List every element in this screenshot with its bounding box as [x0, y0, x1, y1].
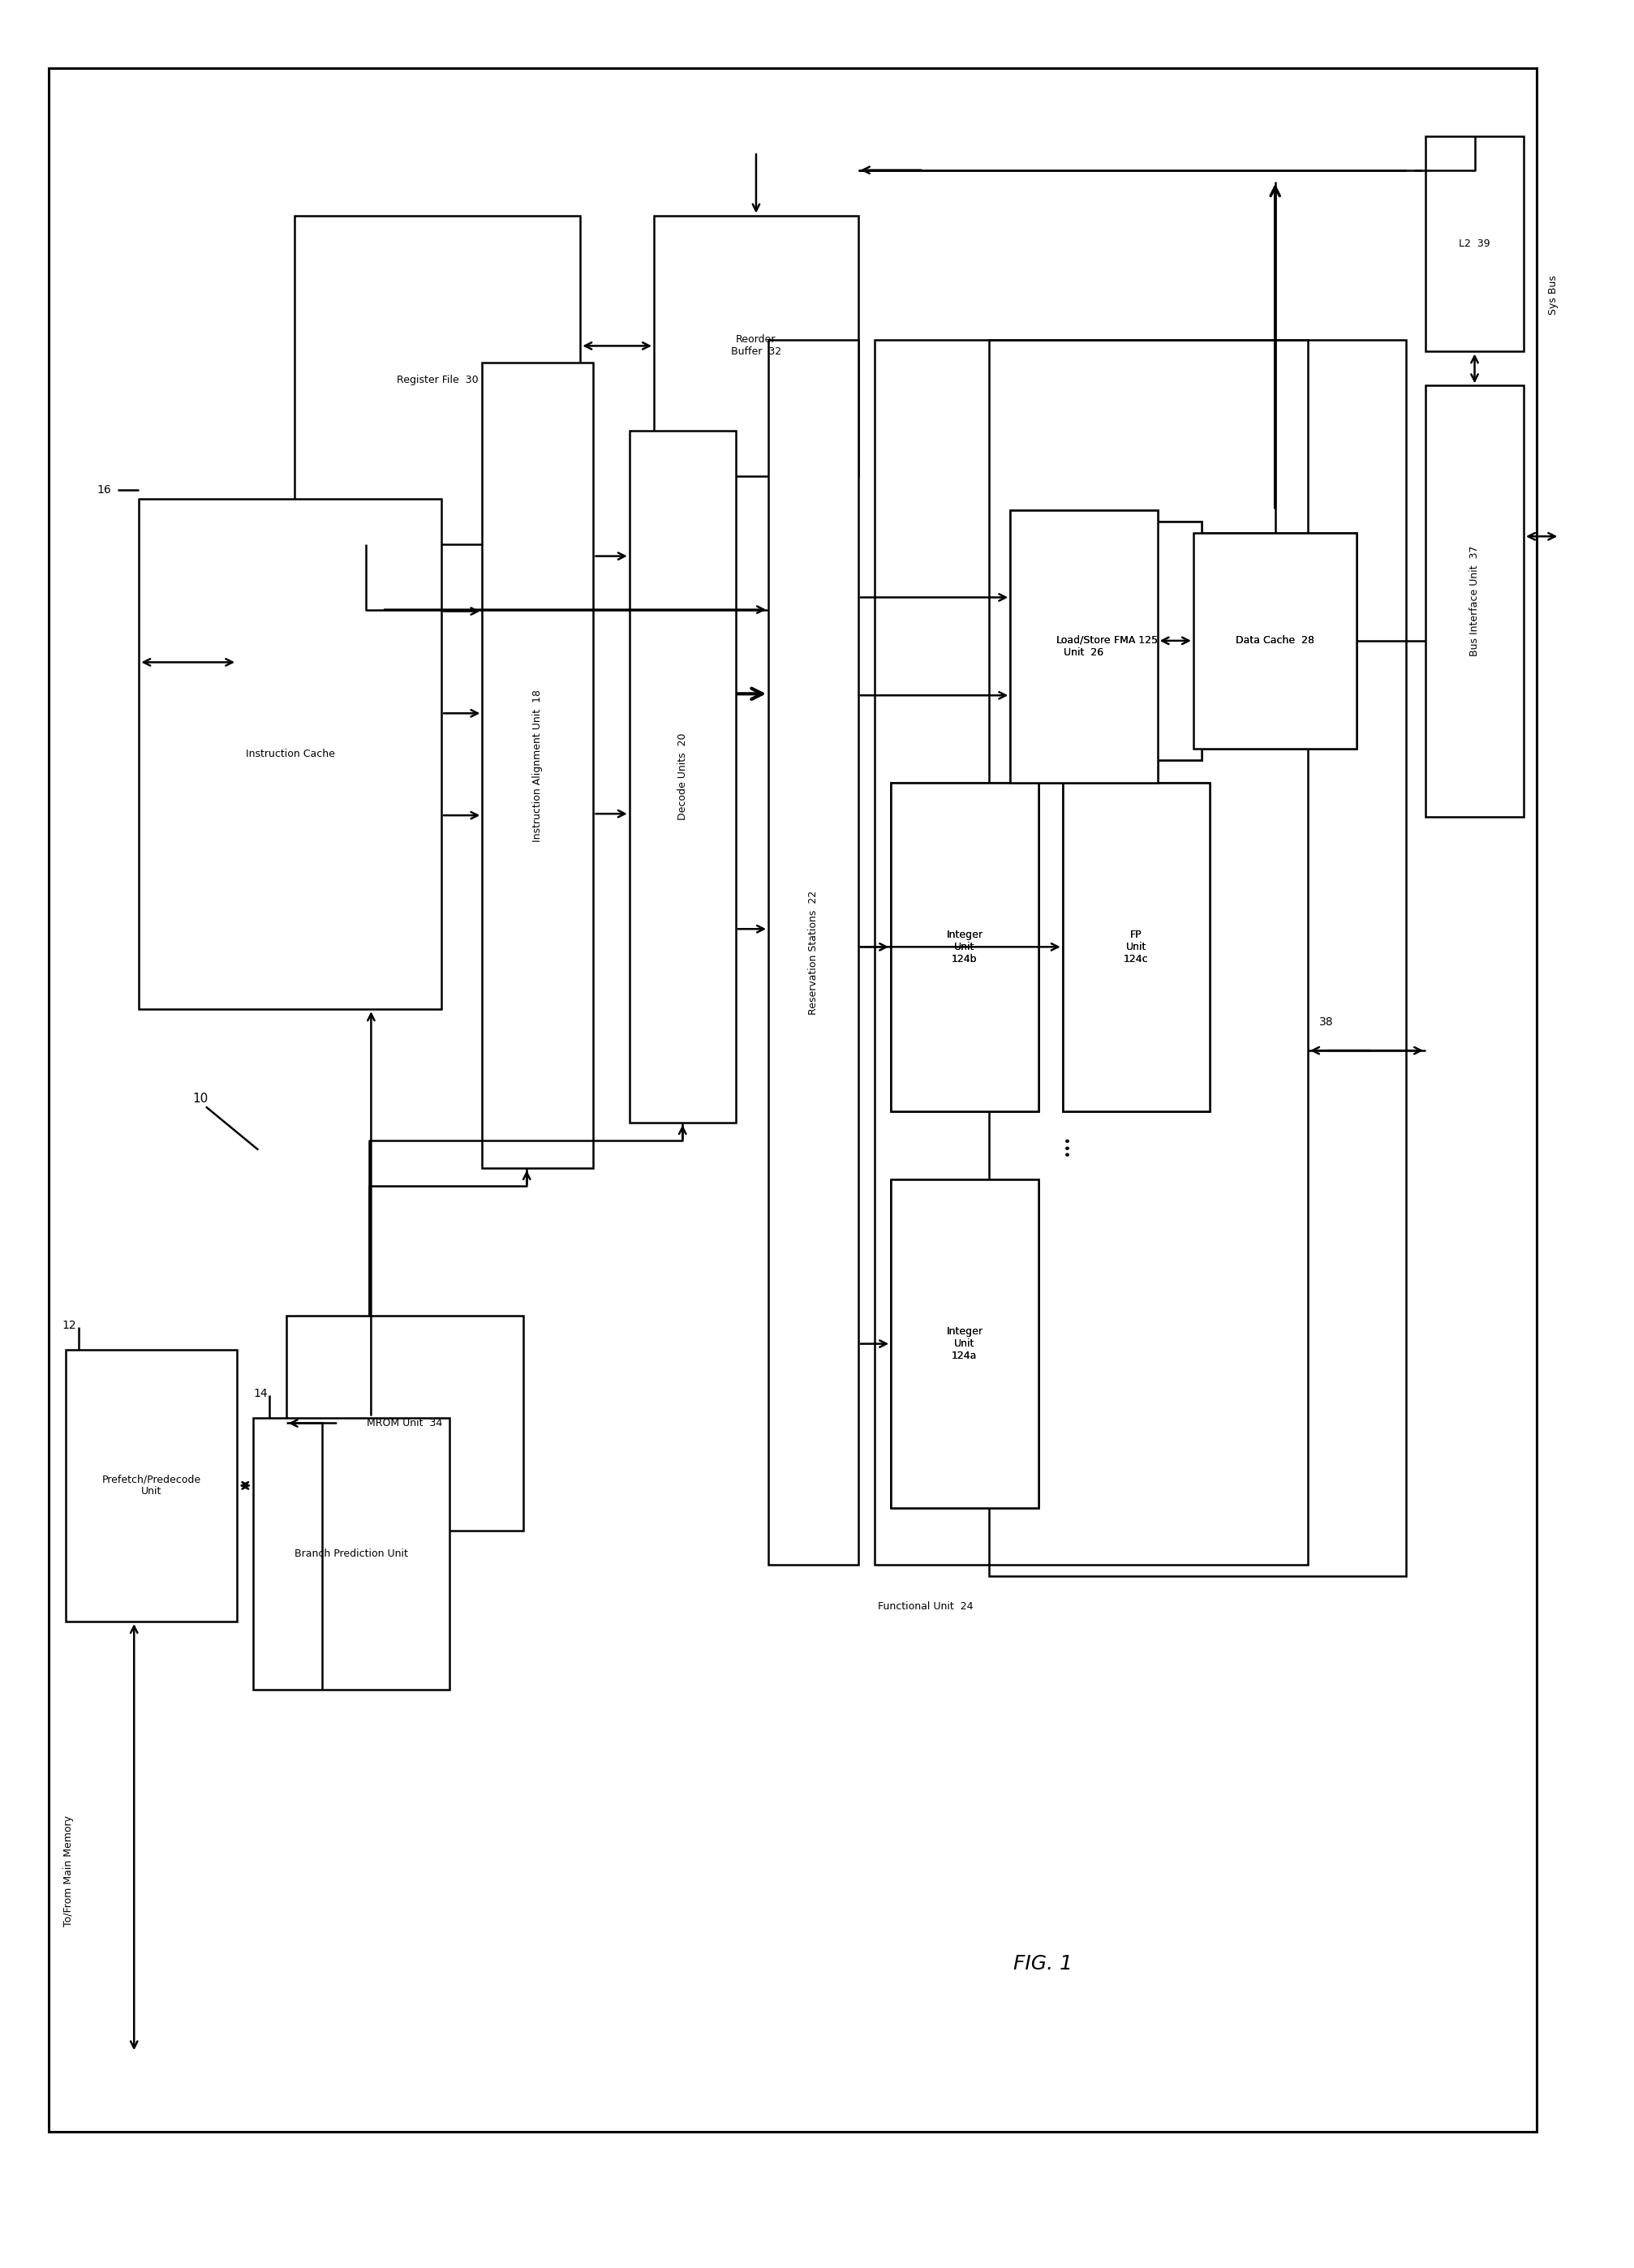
Text: Prefetch/Predecode
Unit: Prefetch/Predecode Unit: [101, 1474, 201, 1497]
Text: Load/Store
Unit  26: Load/Store Unit 26: [1056, 635, 1111, 658]
FancyBboxPatch shape: [253, 1418, 449, 1690]
FancyBboxPatch shape: [294, 215, 580, 544]
Text: Integer
Unit
124a: Integer Unit 124a: [946, 1327, 982, 1361]
Text: 38: 38: [1319, 1016, 1333, 1027]
FancyBboxPatch shape: [891, 782, 1038, 1111]
Text: FP
Unit
124c: FP Unit 124c: [1123, 930, 1149, 964]
Text: Data Cache  28: Data Cache 28: [1235, 635, 1314, 646]
Text: Load/Store
Unit  26: Load/Store Unit 26: [1056, 635, 1111, 658]
FancyBboxPatch shape: [1062, 782, 1209, 1111]
Text: Integer
Unit
124b: Integer Unit 124b: [946, 930, 982, 964]
Text: 12: 12: [62, 1320, 77, 1331]
Text: FP
Unit
124c: FP Unit 124c: [1123, 930, 1149, 964]
FancyBboxPatch shape: [654, 215, 858, 476]
Text: FMA 125: FMA 125: [1114, 635, 1157, 646]
Text: •••: •••: [1060, 1134, 1074, 1157]
Text: FMA 125: FMA 125: [1114, 635, 1157, 646]
FancyBboxPatch shape: [1193, 533, 1356, 748]
Text: Instruction Alignment Unit  18: Instruction Alignment Unit 18: [533, 689, 542, 841]
Text: Reservation Stations  22: Reservation Stations 22: [807, 891, 819, 1014]
FancyBboxPatch shape: [1010, 510, 1157, 782]
Text: Integer
Unit
124b: Integer Unit 124b: [946, 930, 982, 964]
FancyBboxPatch shape: [1193, 533, 1356, 748]
Text: Branch Prediction Unit: Branch Prediction Unit: [294, 1549, 408, 1558]
Text: L2  39: L2 39: [1458, 238, 1490, 249]
FancyBboxPatch shape: [629, 431, 735, 1123]
Text: FIG. 1: FIG. 1: [1013, 1953, 1072, 1973]
Text: To/From Main Memory: To/From Main Memory: [64, 1817, 74, 1926]
Text: Reorder
Buffer  32: Reorder Buffer 32: [730, 333, 781, 358]
Text: Data Cache  28: Data Cache 28: [1235, 635, 1314, 646]
Text: Functional Unit  24: Functional Unit 24: [877, 1601, 972, 1613]
FancyBboxPatch shape: [1010, 510, 1157, 782]
FancyBboxPatch shape: [874, 340, 1307, 1565]
FancyBboxPatch shape: [1425, 136, 1523, 352]
FancyBboxPatch shape: [768, 340, 858, 1565]
Text: Instruction Cache: Instruction Cache: [245, 748, 335, 760]
Text: Sys Bus: Sys Bus: [1547, 274, 1557, 315]
Text: Bus Interface Unit  37: Bus Interface Unit 37: [1469, 547, 1479, 655]
FancyBboxPatch shape: [891, 782, 1038, 1111]
FancyBboxPatch shape: [286, 1315, 523, 1531]
FancyBboxPatch shape: [1425, 386, 1523, 816]
Text: 16: 16: [96, 483, 111, 497]
Text: Integer
Unit
124a: Integer Unit 124a: [946, 1327, 982, 1361]
Text: MROM Unit  34: MROM Unit 34: [366, 1418, 443, 1429]
FancyBboxPatch shape: [139, 499, 441, 1009]
FancyBboxPatch shape: [891, 1179, 1038, 1508]
Text: 10: 10: [193, 1093, 209, 1105]
FancyBboxPatch shape: [49, 68, 1536, 2132]
FancyBboxPatch shape: [65, 1349, 237, 1622]
FancyBboxPatch shape: [482, 363, 593, 1168]
Text: 14: 14: [253, 1388, 268, 1399]
FancyBboxPatch shape: [1070, 522, 1201, 760]
FancyBboxPatch shape: [891, 1179, 1038, 1508]
Text: Decode Units  20: Decode Units 20: [676, 733, 688, 821]
Text: Register File  30: Register File 30: [397, 374, 477, 386]
FancyBboxPatch shape: [1062, 782, 1209, 1111]
FancyBboxPatch shape: [1070, 522, 1201, 760]
